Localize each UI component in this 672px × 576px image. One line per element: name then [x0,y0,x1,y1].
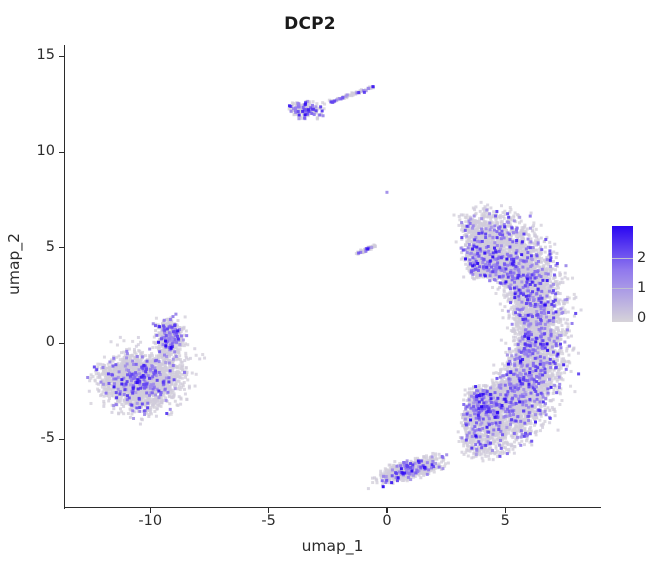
colorbar-tick-label: 0 [637,309,647,326]
x-tick-mark [149,508,151,513]
page-title: DCP2 [284,14,336,34]
y-tick-mark [59,438,64,440]
x-tick-label: 5 [500,513,510,529]
y-tick-label: 5 [45,238,55,255]
y-tick-mark [59,55,64,58]
colorbar-tick-label: 1 [637,279,647,296]
colorbar-tick-mark [612,287,633,290]
y-tick-mark [59,247,64,249]
colorbar-tick-mark [612,257,633,260]
y-axis-label: umap_2 [5,233,23,295]
y-tick-mark [59,151,64,153]
y-tick: 10 [0,143,55,161]
x-tick-label: -10 [138,513,163,529]
x-tick-mark [504,508,506,513]
y-tick-label: 0 [45,334,55,351]
colorbar-tick-label: 2 [637,249,647,266]
x-axis-label: umap_1 [301,537,364,555]
y-tick-mark [59,342,64,345]
x-tick-label: 0 [382,513,392,529]
y-tick: 15 [0,47,55,65]
y-tick-label: 15 [36,47,55,64]
x-tick-mark [267,508,270,513]
y-tick: -5 [0,430,55,448]
x-axis-line [64,507,601,509]
y-tick: 0 [0,334,55,352]
y-tick-label: 10 [36,143,55,160]
x-tick-mark [386,508,388,513]
y-axis-line [64,45,66,509]
y-tick-label: -5 [40,430,55,447]
colorbar-gradient [612,226,633,322]
y-tick: 5 [0,239,55,257]
x-tick-label: -5 [261,513,276,529]
scatter-plot-canvas[interactable] [65,45,600,508]
